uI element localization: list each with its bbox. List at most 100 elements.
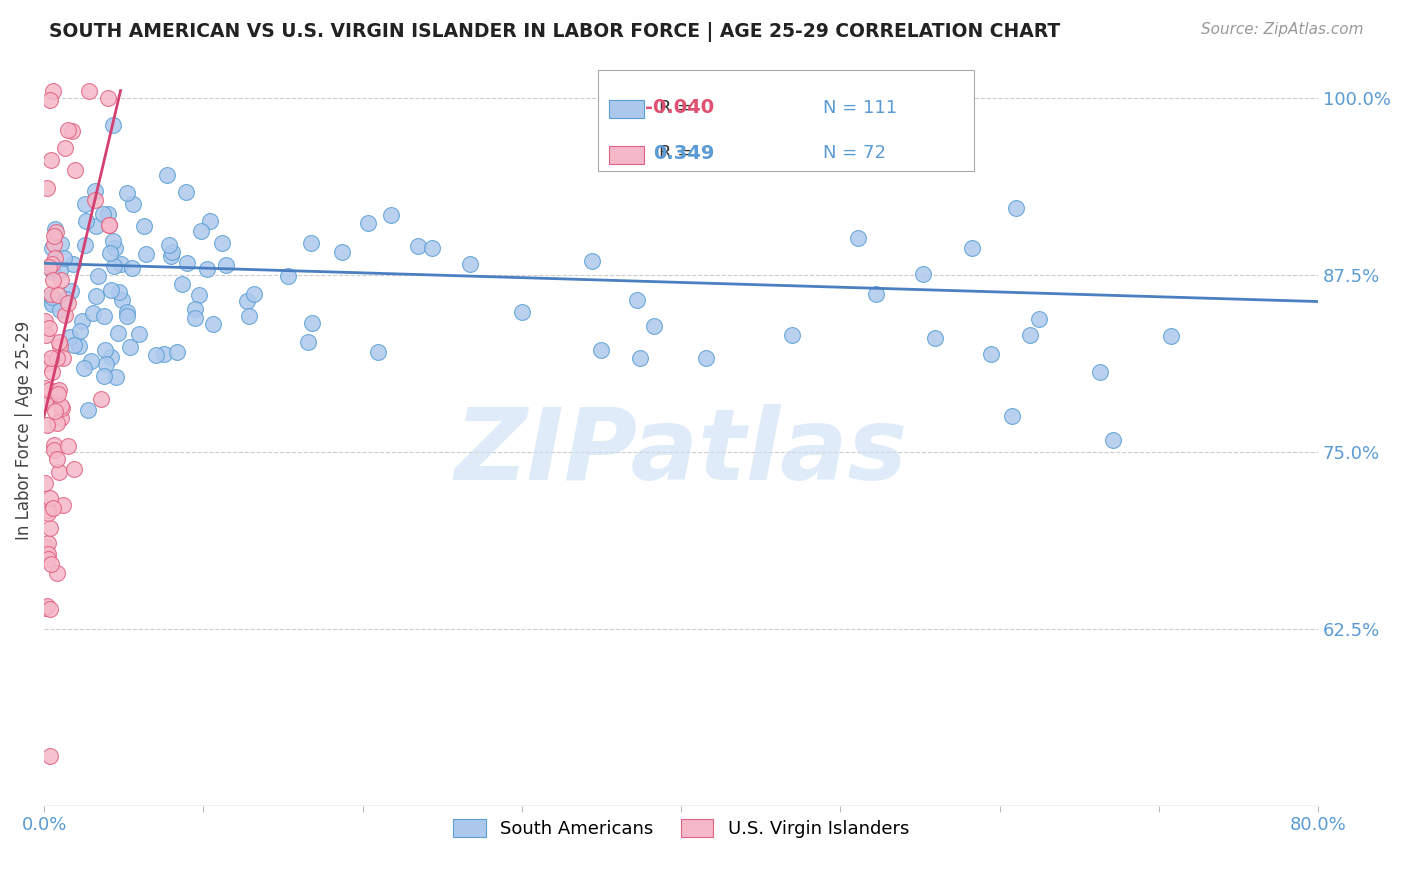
Text: 0.349: 0.349: [652, 144, 714, 162]
Text: R =: R =: [659, 145, 699, 162]
Point: [70, 314, 93, 328]
Point: [34, 381, 56, 395]
Point: [1160, 329, 1182, 343]
Point: [160, 249, 183, 263]
Point: [960, 241, 983, 255]
Point: [865, 287, 887, 301]
Point: [97, 206, 120, 220]
Point: [195, 261, 218, 276]
Point: [67, 339, 90, 353]
Point: [56, 439, 79, 453]
Point: [39, 749, 62, 764]
Point: [846, 231, 869, 245]
Point: [121, 196, 143, 211]
Text: N = 72: N = 72: [823, 145, 886, 162]
Text: R =: R =: [659, 99, 699, 117]
Point: [84, 219, 107, 233]
FancyBboxPatch shape: [609, 146, 644, 164]
Point: [458, 257, 481, 271]
Point: [1102, 434, 1125, 448]
Point: [420, 241, 443, 255]
Point: [41, 294, 63, 309]
Point: [35, 328, 58, 343]
Point: [49, 263, 72, 277]
Point: [643, 318, 665, 333]
Point: [115, 309, 138, 323]
Point: [581, 254, 603, 268]
Point: [45, 452, 67, 467]
Point: [93, 207, 115, 221]
Point: [56, 123, 79, 137]
Point: [200, 214, 222, 228]
Text: -0.040: -0.040: [645, 98, 714, 117]
Point: [120, 340, 142, 354]
Point: [34, 314, 56, 328]
Point: [115, 305, 138, 319]
Y-axis label: In Labor Force | Age 25-29: In Labor Force | Age 25-29: [15, 321, 32, 540]
Point: [37, 503, 59, 517]
Point: [190, 224, 212, 238]
Point: [37, 418, 59, 433]
Point: [184, 302, 207, 317]
Point: [94, 357, 117, 371]
Point: [301, 316, 323, 330]
Point: [39, 387, 62, 401]
Point: [93, 369, 115, 384]
Point: [157, 237, 180, 252]
Point: [912, 267, 935, 281]
Point: [73, 361, 96, 376]
Point: [174, 185, 197, 199]
Point: [214, 258, 236, 272]
FancyBboxPatch shape: [599, 70, 974, 171]
Text: Source: ZipAtlas.com: Source: ZipAtlas.com: [1201, 22, 1364, 37]
Point: [53, 141, 76, 155]
Point: [1005, 202, 1028, 216]
Point: [41, 351, 63, 365]
Point: [301, 236, 323, 251]
Point: [1028, 312, 1050, 326]
Point: [297, 334, 319, 349]
Point: [75, 197, 97, 211]
Point: [145, 349, 167, 363]
Point: [49, 303, 72, 318]
Point: [62, 257, 84, 271]
Point: [94, 343, 117, 358]
Point: [37, 536, 59, 550]
Point: [44, 438, 66, 452]
Point: [97, 218, 120, 232]
Point: [236, 294, 259, 309]
Point: [42, 84, 65, 98]
Point: [41, 260, 63, 275]
Point: [48, 383, 70, 397]
Point: [187, 288, 209, 302]
Point: [51, 273, 73, 287]
Point: [39, 153, 62, 168]
Point: [51, 411, 73, 425]
Point: [97, 90, 120, 104]
Point: [35, 599, 58, 614]
Point: [277, 268, 299, 283]
Point: [53, 308, 76, 322]
Point: [367, 345, 389, 359]
Point: [41, 241, 63, 255]
Point: [100, 350, 122, 364]
Point: [626, 293, 648, 307]
Point: [243, 286, 266, 301]
Point: [42, 443, 65, 458]
Point: [39, 287, 62, 301]
Point: [76, 403, 98, 417]
Point: [42, 236, 65, 251]
Point: [103, 234, 125, 248]
Point: [100, 245, 122, 260]
Point: [42, 273, 65, 287]
Point: [628, 351, 651, 365]
Point: [356, 216, 378, 230]
Point: [42, 265, 65, 279]
Point: [46, 288, 69, 302]
Point: [104, 241, 127, 255]
Point: [82, 305, 104, 319]
Point: [65, 163, 87, 178]
Point: [510, 305, 533, 319]
Point: [103, 259, 125, 273]
Point: [695, 351, 717, 365]
